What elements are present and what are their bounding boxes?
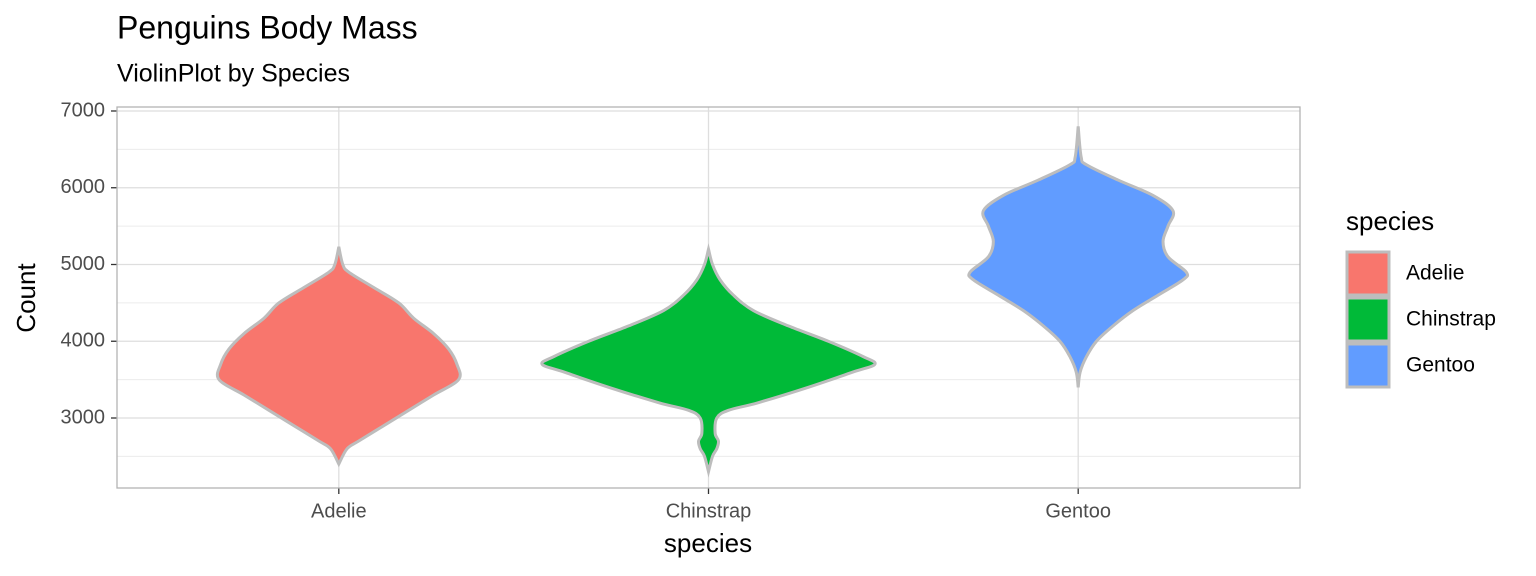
x-tick-label: Adelie [311,500,367,522]
legend-key [1345,342,1391,389]
y-tick-label: 6000 [61,176,106,198]
legend-label: Adelie [1406,262,1464,285]
legend-label: Chinstrap [1406,308,1496,331]
legend-key [1345,250,1391,297]
chart-subtitle: ViolinPlot by Species [117,60,350,88]
legend-title: species [1346,206,1434,236]
y-tick-label: 5000 [61,253,106,275]
violin [215,246,462,468]
legend-label: Gentoo [1406,354,1475,377]
y-tick-label: 7000 [61,99,106,121]
violin [540,243,877,478]
x-tick-label: Chinstrap [666,500,752,522]
y-tick-label: 3000 [61,406,106,428]
x-tick-label: Gentoo [1045,500,1111,522]
x-axis-label: species [664,528,752,558]
plot-border [116,106,1301,489]
chart-title: Penguins Body Mass [117,9,418,45]
legend-key [1345,296,1391,343]
y-axis-label: Count [11,263,41,333]
violin [967,126,1190,388]
y-tick-label: 4000 [61,330,106,352]
